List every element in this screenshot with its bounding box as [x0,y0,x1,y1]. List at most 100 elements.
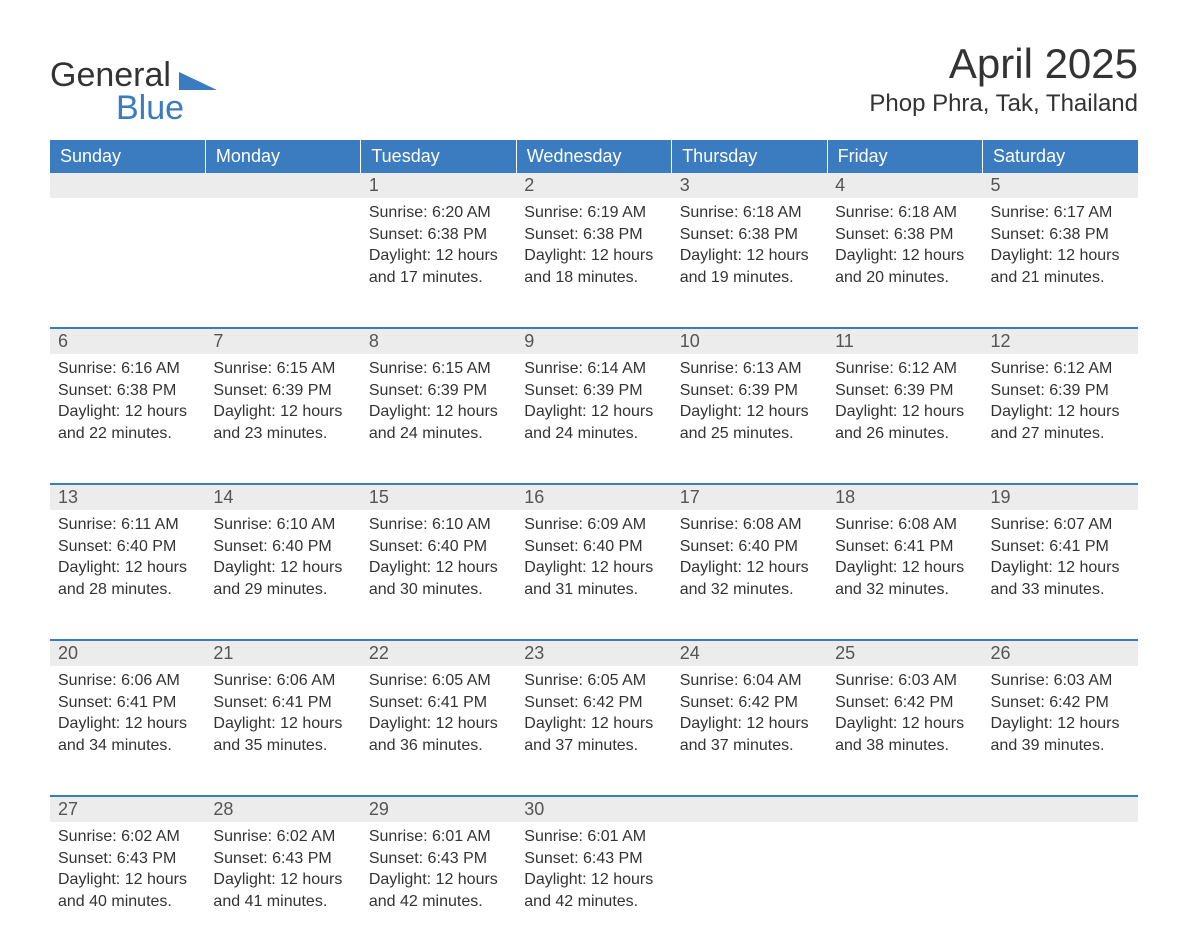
daylight2-text: and 35 minutes. [213,735,352,757]
day-number-cell: 25 [827,640,982,666]
day-cell: Sunrise: 6:06 AMSunset: 6:41 PMDaylight:… [50,666,205,796]
daylight2-text: and 42 minutes. [369,891,508,913]
daylight2-text: and 18 minutes. [524,267,663,289]
daylight2-text: and 30 minutes. [369,579,508,601]
day-number-row: 27282930 [50,796,1138,822]
sunrise-text: Sunrise: 6:14 AM [524,358,663,380]
sunset-text: Sunset: 6:38 PM [835,224,974,246]
sunrise-text: Sunrise: 6:13 AM [680,358,819,380]
sunset-text: Sunset: 6:43 PM [58,848,197,870]
sunrise-text: Sunrise: 6:05 AM [524,670,663,692]
daylight1-text: Daylight: 12 hours [58,401,197,423]
sunrise-text: Sunrise: 6:08 AM [835,514,974,536]
day-number-cell: 16 [516,484,671,510]
daylight2-text: and 19 minutes. [680,267,819,289]
daylight2-text: and 28 minutes. [58,579,197,601]
week-row: Sunrise: 6:06 AMSunset: 6:41 PMDaylight:… [50,666,1138,796]
daylight2-text: and 37 minutes. [680,735,819,757]
day-cell: Sunrise: 6:13 AMSunset: 6:39 PMDaylight:… [672,354,827,484]
day-number-cell: 5 [983,173,1138,198]
day-number-cell: 15 [361,484,516,510]
sunrise-text: Sunrise: 6:15 AM [369,358,508,380]
day-number-cell: 6 [50,328,205,354]
sunset-text: Sunset: 6:40 PM [524,536,663,558]
day-cell: Sunrise: 6:03 AMSunset: 6:42 PMDaylight:… [983,666,1138,796]
day-cell: Sunrise: 6:17 AMSunset: 6:38 PMDaylight:… [983,198,1138,328]
daylight1-text: Daylight: 12 hours [835,401,974,423]
sunrise-text: Sunrise: 6:19 AM [524,202,663,224]
sunrise-text: Sunrise: 6:04 AM [680,670,819,692]
sunset-text: Sunset: 6:42 PM [991,692,1130,714]
day-cell [205,198,360,328]
page-location: Phop Phra, Tak, Thailand [869,90,1138,118]
day-number-cell [50,173,205,198]
day-number-cell: 21 [205,640,360,666]
daylight1-text: Daylight: 12 hours [991,557,1130,579]
day-cell [983,822,1138,952]
sunrise-text: Sunrise: 6:15 AM [213,358,352,380]
sunrise-text: Sunrise: 6:08 AM [680,514,819,536]
day-cell: Sunrise: 6:20 AMSunset: 6:38 PMDaylight:… [361,198,516,328]
weekday-header: Sunday [50,140,205,173]
day-number-row: 12345 [50,173,1138,198]
day-cell: Sunrise: 6:02 AMSunset: 6:43 PMDaylight:… [50,822,205,952]
day-cell: Sunrise: 6:08 AMSunset: 6:40 PMDaylight:… [672,510,827,640]
daylight2-text: and 38 minutes. [835,735,974,757]
sunset-text: Sunset: 6:40 PM [369,536,508,558]
sunset-text: Sunset: 6:41 PM [213,692,352,714]
sunrise-text: Sunrise: 6:20 AM [369,202,508,224]
day-cell: Sunrise: 6:15 AMSunset: 6:39 PMDaylight:… [361,354,516,484]
sunrise-text: Sunrise: 6:10 AM [369,514,508,536]
sunrise-text: Sunrise: 6:09 AM [524,514,663,536]
daylight1-text: Daylight: 12 hours [369,713,508,735]
day-cell: Sunrise: 6:07 AMSunset: 6:41 PMDaylight:… [983,510,1138,640]
sunset-text: Sunset: 6:39 PM [369,380,508,402]
title-block: April 2025 Phop Phra, Tak, Thailand [869,40,1138,118]
day-number-cell: 29 [361,796,516,822]
daylight1-text: Daylight: 12 hours [58,869,197,891]
day-number-cell: 1 [361,173,516,198]
sunrise-text: Sunrise: 6:01 AM [524,826,663,848]
week-row: Sunrise: 6:02 AMSunset: 6:43 PMDaylight:… [50,822,1138,952]
sunset-text: Sunset: 6:39 PM [680,380,819,402]
daylight2-text: and 22 minutes. [58,423,197,445]
sunrise-text: Sunrise: 6:02 AM [213,826,352,848]
sunrise-text: Sunrise: 6:03 AM [991,670,1130,692]
day-number-cell [205,173,360,198]
day-cell: Sunrise: 6:19 AMSunset: 6:38 PMDaylight:… [516,198,671,328]
sunset-text: Sunset: 6:41 PM [369,692,508,714]
day-cell: Sunrise: 6:06 AMSunset: 6:41 PMDaylight:… [205,666,360,796]
weekday-header-row: Sunday Monday Tuesday Wednesday Thursday… [50,140,1138,173]
daylight2-text: and 32 minutes. [835,579,974,601]
day-number-cell: 26 [983,640,1138,666]
weekday-header: Saturday [983,140,1138,173]
daylight1-text: Daylight: 12 hours [680,245,819,267]
sunrise-text: Sunrise: 6:02 AM [58,826,197,848]
day-number-cell: 28 [205,796,360,822]
day-cell: Sunrise: 6:15 AMSunset: 6:39 PMDaylight:… [205,354,360,484]
daylight2-text: and 24 minutes. [524,423,663,445]
daylight1-text: Daylight: 12 hours [680,401,819,423]
daylight2-text: and 37 minutes. [524,735,663,757]
day-number-cell: 8 [361,328,516,354]
daylight2-text: and 41 minutes. [213,891,352,913]
daylight1-text: Daylight: 12 hours [58,557,197,579]
day-cell: Sunrise: 6:05 AMSunset: 6:42 PMDaylight:… [516,666,671,796]
weekday-header: Monday [205,140,360,173]
sunset-text: Sunset: 6:42 PM [680,692,819,714]
sunrise-text: Sunrise: 6:10 AM [213,514,352,536]
sunset-text: Sunset: 6:39 PM [524,380,663,402]
daylight2-text: and 36 minutes. [369,735,508,757]
daylight1-text: Daylight: 12 hours [369,401,508,423]
daylight2-text: and 31 minutes. [524,579,663,601]
header: General Blue April 2025 Phop Phra, Tak, … [50,40,1138,128]
daylight1-text: Daylight: 12 hours [369,557,508,579]
day-number-cell: 9 [516,328,671,354]
daylight1-text: Daylight: 12 hours [680,557,819,579]
daylight2-text: and 21 minutes. [991,267,1130,289]
day-cell: Sunrise: 6:12 AMSunset: 6:39 PMDaylight:… [827,354,982,484]
daylight2-text: and 26 minutes. [835,423,974,445]
sunset-text: Sunset: 6:39 PM [835,380,974,402]
sunrise-text: Sunrise: 6:05 AM [369,670,508,692]
sunrise-text: Sunrise: 6:06 AM [213,670,352,692]
